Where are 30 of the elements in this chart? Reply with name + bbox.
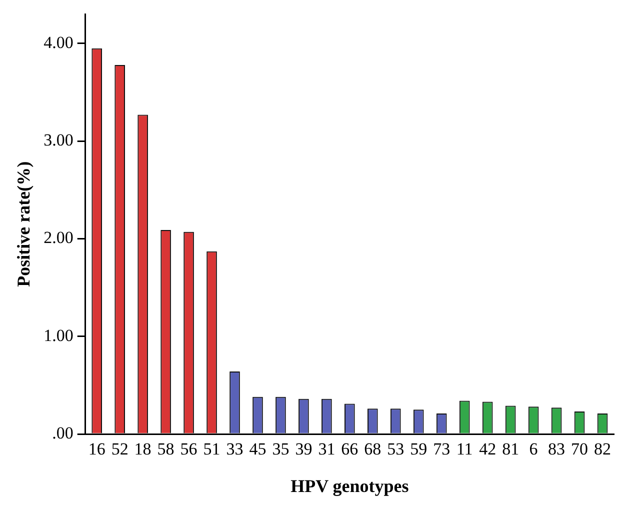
x-tick-label: 42 — [479, 440, 496, 459]
x-tick-label: 73 — [433, 440, 450, 459]
x-tick-label: 66 — [341, 440, 358, 459]
x-tick-label: 31 — [318, 440, 336, 459]
x-tick-label: 58 — [157, 440, 174, 459]
x-tick-label: 70 — [571, 440, 588, 459]
x-tick-label: 52 — [111, 440, 128, 459]
x-tick-label: 11 — [456, 440, 473, 459]
y-tick-label: 2.00 — [44, 228, 74, 248]
x-tick-label: 33 — [226, 440, 244, 459]
y-tick-label: 4.00 — [44, 32, 74, 52]
x-tick-label: 81 — [502, 440, 520, 459]
y-axis-title: Positive rate(%) — [13, 161, 34, 287]
x-tick-label: 35 — [272, 440, 290, 459]
x-tick-label: 53 — [387, 440, 404, 459]
x-tick-label: 83 — [548, 440, 566, 459]
y-tick-label: .00 — [52, 423, 74, 442]
x-tick-label: 51 — [203, 440, 220, 459]
x-tick-label: 82 — [594, 440, 612, 459]
x-tick-label: 16 — [88, 440, 106, 459]
x-axis-title: HPV genotypes — [290, 476, 409, 496]
x-tick-label: 68 — [364, 440, 382, 459]
x-tick-label: 59 — [410, 440, 428, 459]
y-tick-label: 3.00 — [44, 130, 74, 150]
x-tick-label: 18 — [134, 440, 152, 459]
x-tick-label: 6 — [529, 440, 538, 459]
y-tick-label: 1.00 — [44, 326, 74, 345]
x-tick-label: 45 — [249, 440, 266, 459]
x-tick-label: 56 — [180, 440, 198, 459]
x-tick-label: 39 — [295, 440, 312, 459]
